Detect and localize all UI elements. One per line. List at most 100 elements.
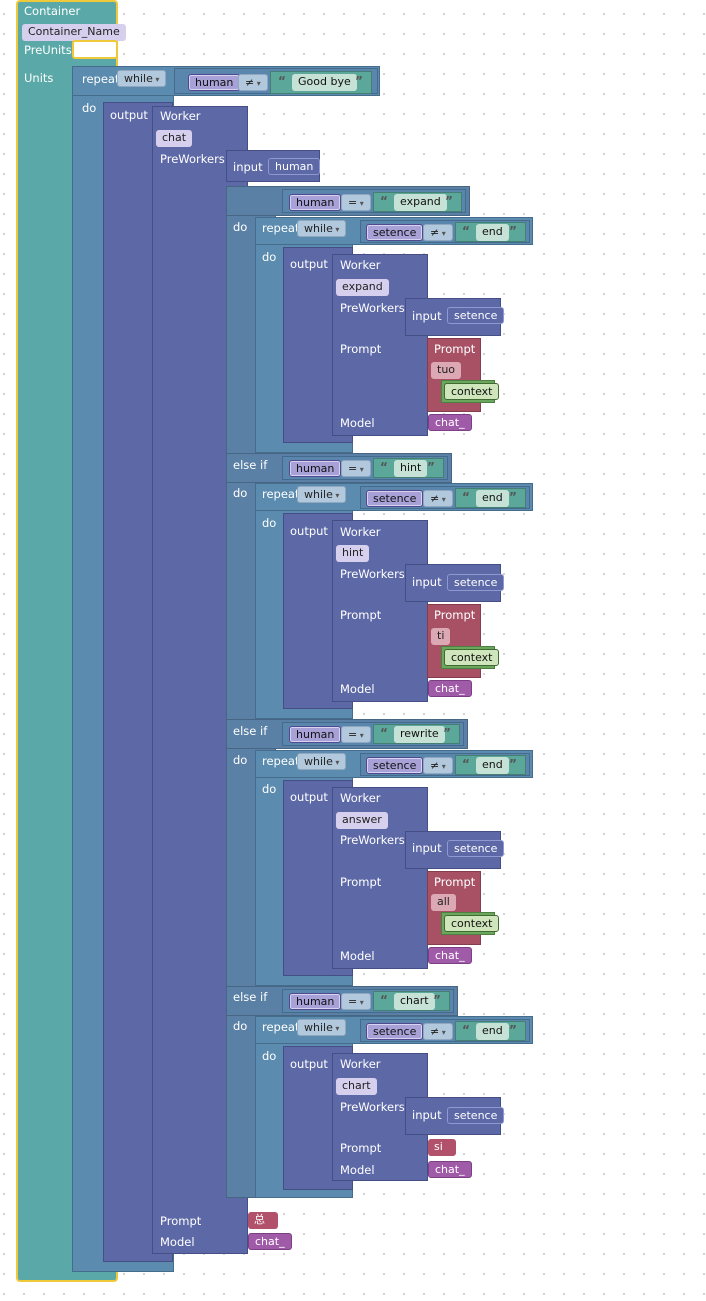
quote-open-icon: “: [380, 460, 388, 474]
branch-1-output-label: output: [290, 257, 328, 271]
branch-2-loop-text[interactable]: end: [476, 490, 509, 507]
branch-4-model-value[interactable]: chat_: [428, 1161, 472, 1178]
branch-4-cond-op[interactable]: =: [341, 993, 371, 1010]
branch-4-while-dropdown[interactable]: while: [297, 1019, 347, 1036]
branch-4-input-var[interactable]: setence: [447, 1107, 505, 1124]
branch-2-cond-text[interactable]: hint: [394, 460, 428, 477]
quote-close-icon: ”: [509, 757, 517, 771]
branch-2-context-field[interactable]: context: [444, 649, 500, 666]
branch-2-worker-name[interactable]: hint: [336, 545, 370, 562]
outer-repeat-label: repeat: [82, 72, 120, 86]
branch-1-cond-var[interactable]: human: [289, 194, 342, 211]
branch-2-do-label: do: [233, 486, 248, 500]
branch-1-prompt-text[interactable]: tuo: [431, 362, 462, 379]
chat-input-label: input: [233, 160, 263, 174]
branch-1-do-label: do: [233, 220, 248, 234]
branch-1-repeat-label: repeat: [262, 221, 300, 235]
quote-open-icon: “: [462, 490, 470, 504]
quote-open-icon: “: [278, 74, 286, 88]
branch-1-model-value[interactable]: chat_: [428, 414, 472, 431]
branch-3-do-label: do: [233, 753, 248, 767]
branch-4-model-label: Model: [340, 1163, 375, 1177]
chat-worker-label: Worker: [160, 109, 201, 123]
outer-compare-operator[interactable]: ≠: [238, 74, 268, 91]
branch-3-prompt-block-label: Prompt: [434, 875, 476, 889]
quote-close-icon: ”: [427, 460, 435, 474]
branch-3-model-label: Model: [340, 949, 375, 963]
branch-1-loop-var[interactable]: setence: [366, 224, 424, 241]
branch-1-cond-op[interactable]: =: [341, 194, 371, 211]
branch-3-input-label: input: [412, 841, 442, 855]
branch-1-model-label: Model: [340, 416, 375, 430]
container-name-field[interactable]: Container_Name: [22, 24, 126, 41]
branch-4-prompt-label: Prompt: [340, 1141, 382, 1155]
preunits-slot[interactable]: [72, 40, 118, 59]
branch-1-loop-text[interactable]: end: [476, 224, 509, 241]
branch-2-prompt-label: Prompt: [340, 608, 382, 622]
quote-close-icon: ”: [443, 726, 451, 740]
branch-4-do-label: do: [233, 1019, 248, 1033]
chat-input-var[interactable]: human: [268, 158, 321, 175]
branch-1-input-label: input: [412, 309, 442, 323]
chat-worker-name-field[interactable]: chat: [156, 130, 193, 147]
quote-open-icon: “: [462, 757, 470, 771]
branch-4-prompt-value[interactable]: si: [428, 1139, 456, 1156]
container-title: Container: [24, 4, 81, 18]
chat-model-label: Model: [160, 1235, 195, 1249]
chat-model-value[interactable]: chat_: [248, 1233, 292, 1250]
quote-open-icon: “: [462, 1023, 470, 1037]
branch-4-preworkers-label: PreWorkers: [340, 1100, 405, 1114]
branch-2-cond-op[interactable]: =: [341, 460, 371, 477]
chat-prompt-value[interactable]: 总: [248, 1212, 278, 1229]
branch-1-prompt-block-label: Prompt: [434, 342, 476, 356]
branch-1-worker-name[interactable]: expand: [336, 279, 389, 296]
branch-4-loop-var[interactable]: setence: [366, 1023, 424, 1040]
branch-3-input-var[interactable]: setence: [447, 840, 505, 857]
branch-3-while-dropdown[interactable]: while: [297, 753, 347, 770]
branch-3-cond-text[interactable]: rewrite: [394, 726, 445, 743]
branch-3-cond-op[interactable]: =: [341, 726, 371, 743]
branch-3-loop-var[interactable]: setence: [366, 757, 424, 774]
branch-3-loop-text[interactable]: end: [476, 757, 509, 774]
units-label: Units: [24, 71, 54, 85]
branch-3-repeat-label: repeat: [262, 754, 300, 768]
outer-compare-var[interactable]: human: [188, 74, 241, 91]
branch-3-worker-name[interactable]: answer: [336, 812, 388, 829]
branch-4-worker-name[interactable]: chart: [336, 1078, 377, 1095]
outer-compare-text[interactable]: Good bye: [292, 74, 357, 91]
branch-2-input-var[interactable]: setence: [447, 574, 505, 591]
branch-1-loop-do-label: do: [262, 250, 277, 264]
branch-3-prompt-label: Prompt: [340, 875, 382, 889]
branch-1-cond-text[interactable]: expand: [394, 194, 447, 211]
branch-2-while-dropdown[interactable]: while: [297, 486, 347, 503]
outer-while-dropdown[interactable]: while: [117, 70, 167, 87]
branch-4-cond-var[interactable]: human: [289, 993, 342, 1010]
branch-2-loop-var[interactable]: setence: [366, 490, 424, 507]
branch-1-while-dropdown[interactable]: while: [297, 220, 347, 237]
branch-1-loop-op[interactable]: ≠: [423, 224, 453, 241]
branch-3-output-label: output: [290, 790, 328, 804]
branch-4-loop-text[interactable]: end: [476, 1023, 509, 1040]
branch-3-model-value[interactable]: chat_: [428, 947, 472, 964]
branch-3-cond-var[interactable]: human: [289, 726, 342, 743]
branch-1-input-var[interactable]: setence: [447, 307, 505, 324]
quote-open-icon: “: [380, 993, 388, 1007]
branch-4-loop-op[interactable]: ≠: [423, 1023, 453, 1040]
branch-2-model-value[interactable]: chat_: [428, 680, 472, 697]
branch-3-prompt-text[interactable]: all: [431, 894, 456, 911]
branch-4-cond-text[interactable]: chart: [394, 993, 435, 1010]
quote-close-icon: ”: [509, 1023, 517, 1037]
branch-2-preworkers-label: PreWorkers: [340, 567, 405, 581]
branch-3-loop-op[interactable]: ≠: [423, 757, 453, 774]
branch-2-prompt-text[interactable]: ti: [431, 628, 451, 645]
branch-3-preworkers-label: PreWorkers: [340, 833, 405, 847]
branch-2-cond-var[interactable]: human: [289, 460, 342, 477]
quote-close-icon: ”: [509, 490, 517, 504]
branch-2-loop-op[interactable]: ≠: [423, 490, 453, 507]
quote-close-icon: ”: [355, 74, 363, 88]
branch-3-context-field[interactable]: context: [444, 915, 500, 932]
quote-close-icon: ”: [509, 224, 517, 238]
branch-1-context-field[interactable]: context: [444, 383, 500, 400]
branch-4-worker-label: Worker: [340, 1057, 381, 1071]
branch-4-repeat-label: repeat: [262, 1020, 300, 1034]
